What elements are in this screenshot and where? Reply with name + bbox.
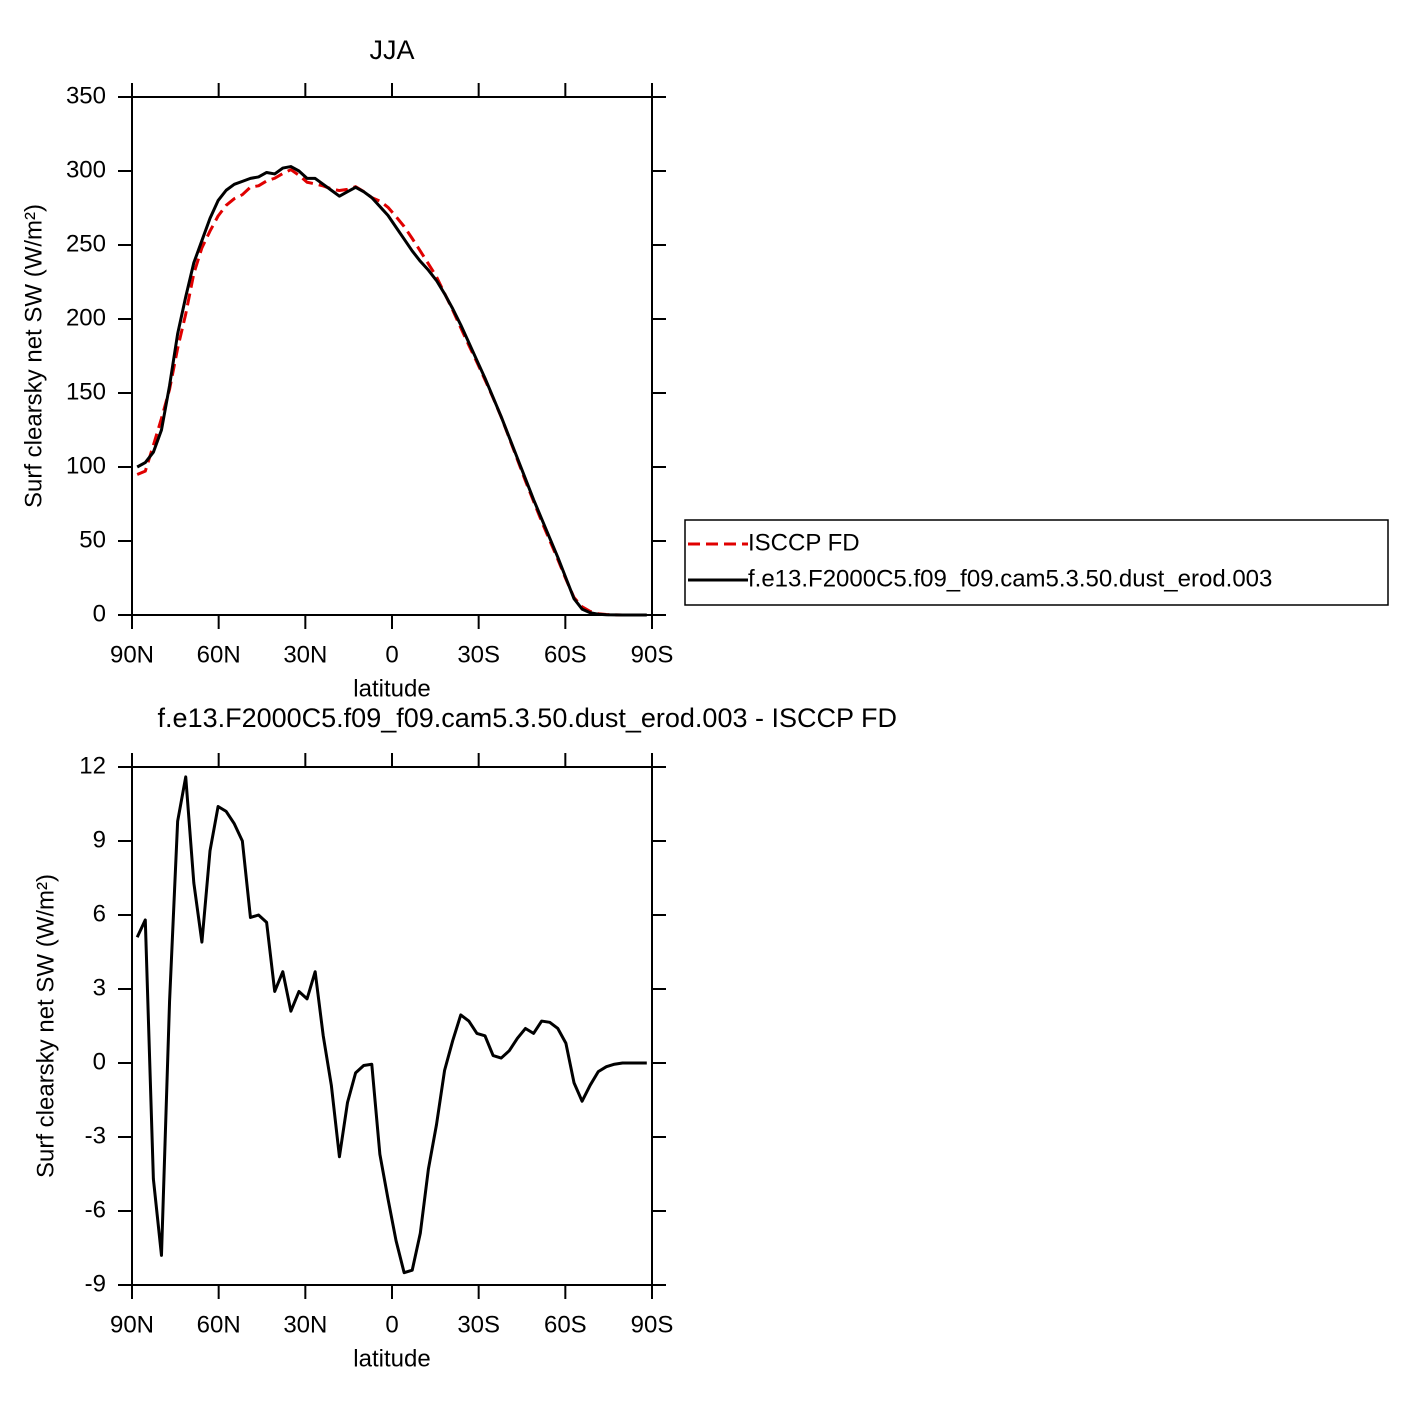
y-tick-label: 250 [66, 230, 106, 257]
y-axis-label: Surf clearsky net SW (W/m²) [32, 874, 59, 1178]
x-tick-label: 90N [110, 641, 154, 668]
y-tick-label: 100 [66, 452, 106, 479]
data-line [136, 165, 647, 617]
y-tick-label: 50 [79, 526, 106, 553]
y-tick-label: 200 [66, 304, 106, 331]
legend-label: ISCCP FD [748, 529, 860, 556]
x-tick-label: 60N [197, 641, 241, 668]
y-tick-label: 9 [93, 826, 106, 853]
data-line [136, 168, 647, 617]
y-tick-label: 0 [93, 1048, 106, 1075]
y-tick-label: 300 [66, 156, 106, 183]
y-tick-label: -6 [85, 1196, 106, 1223]
chart-title: f.e13.F2000C5.f09_f09.cam5.3.50.dust_ero… [158, 703, 897, 733]
legend-box [684, 519, 1389, 606]
x-tick-label: 60N [197, 1311, 241, 1338]
x-tick-label: 0 [385, 1311, 398, 1338]
x-tick-label: 30N [283, 641, 327, 668]
x-tick-label: 60S [544, 641, 587, 668]
x-tick-label: 30S [457, 1311, 500, 1338]
x-axis-label: latitude [353, 675, 430, 702]
data-line [135, 775, 647, 1275]
y-tick-label: -3 [85, 1122, 106, 1149]
chart-title: JJA [369, 35, 414, 65]
plot-frame [131, 96, 653, 616]
y-tick-label: 150 [66, 378, 106, 405]
y-tick-label: 12 [79, 752, 106, 779]
x-tick-label: 30S [457, 641, 500, 668]
x-tick-label: 60S [544, 1311, 587, 1338]
x-tick-label: 30N [283, 1311, 327, 1338]
y-tick-label: 3 [93, 974, 106, 1001]
x-tick-label: 90N [110, 1311, 154, 1338]
x-axis-label: latitude [353, 1345, 430, 1372]
x-tick-label: 0 [385, 641, 398, 668]
y-tick-label: -9 [85, 1270, 106, 1297]
legend-label: f.e13.F2000C5.f09_f09.cam5.3.50.dust_ero… [748, 565, 1272, 592]
y-axis-label: Surf clearsky net SW (W/m²) [20, 204, 47, 508]
x-tick-label: 90S [631, 1311, 674, 1338]
y-tick-label: 6 [93, 900, 106, 927]
x-tick-label: 90S [631, 641, 674, 668]
y-tick-label: 0 [93, 600, 106, 627]
y-tick-label: 350 [66, 82, 106, 109]
